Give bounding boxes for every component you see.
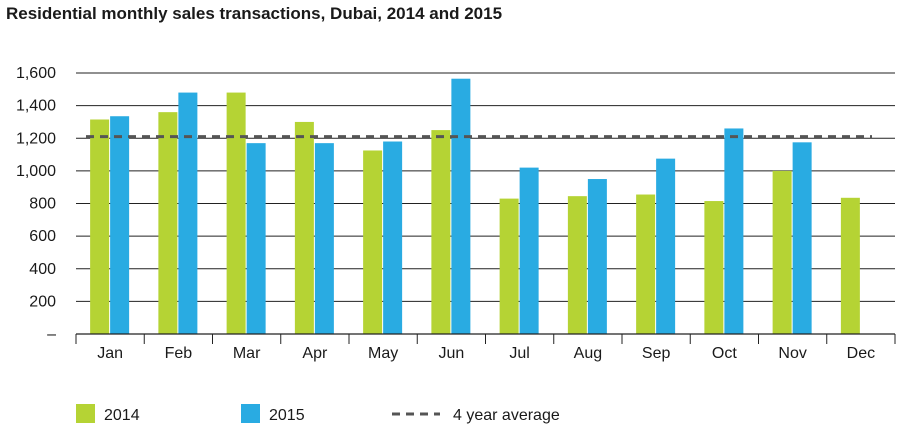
bars (90, 78, 860, 335)
y-tick-label: 1,000 (16, 163, 56, 180)
x-tick-label: Oct (712, 345, 737, 362)
bar-2015-sep (656, 158, 676, 334)
y-tick-label: 1,400 (16, 98, 56, 115)
y-tick-label: 200 (29, 293, 56, 310)
bar-2014-oct (704, 201, 724, 334)
bar-2014-apr (294, 121, 314, 334)
bar-2014-jan (90, 119, 110, 334)
bar-2014-sep (636, 194, 656, 334)
legend-label-average: 4 year average (453, 407, 560, 424)
x-tick-label: Aug (574, 345, 602, 362)
bar-2015-jan (110, 116, 130, 335)
bar-2015-may (383, 141, 403, 334)
y-tick-label: 400 (29, 261, 56, 278)
bar-2015-jun (451, 78, 471, 334)
legend-swatch-2014 (76, 404, 95, 423)
x-tick-label: Nov (778, 345, 806, 362)
bar-2014-jul (499, 198, 519, 334)
y-tick-label: – (47, 326, 56, 343)
x-tick-label: Feb (165, 345, 193, 362)
bar-2014-jun (431, 130, 451, 334)
bar-2014-aug (567, 196, 587, 334)
legend-label-2015: 2015 (269, 407, 305, 424)
x-tick-label: Dec (847, 345, 875, 362)
bar-2015-oct (724, 128, 744, 334)
y-tick-label: 800 (29, 196, 56, 213)
bar-2015-nov (792, 142, 812, 334)
x-tick-label: Jan (97, 345, 123, 362)
legend-label-2014: 2014 (104, 407, 140, 424)
bar-2015-jul (519, 167, 539, 334)
legend-swatch-2015 (241, 404, 260, 423)
bar-2014-dec (840, 197, 860, 334)
bar-2015-feb (178, 92, 198, 334)
bar-2015-apr (314, 143, 334, 334)
x-tick-label: Jul (509, 345, 529, 362)
x-tick-label: May (368, 345, 398, 362)
bar-2015-aug (587, 179, 607, 334)
bar-2014-mar (226, 92, 246, 334)
bar-2015-mar (246, 143, 266, 334)
x-tick-label: Jun (438, 345, 464, 362)
gridlines (76, 72, 895, 302)
y-tick-label: 600 (29, 228, 56, 245)
x-tick-label: Sep (642, 345, 671, 362)
axes: – 200 400 600 800 1,000 1,200 1,400 1,600 Jan Feb M… (16, 65, 896, 362)
legend: 2014 2015 4 year average (76, 404, 560, 424)
bar-2014-nov (772, 170, 792, 334)
y-tick-label: 1,200 (16, 130, 56, 147)
chart-title: Residential monthly sales transactions, … (6, 4, 503, 23)
bar-2014-may (363, 150, 383, 334)
y-tick-label: 1,600 (16, 65, 56, 82)
x-tick-label: Mar (233, 345, 261, 362)
bar-2014-feb (158, 112, 178, 335)
x-tick-label: Apr (302, 345, 328, 362)
